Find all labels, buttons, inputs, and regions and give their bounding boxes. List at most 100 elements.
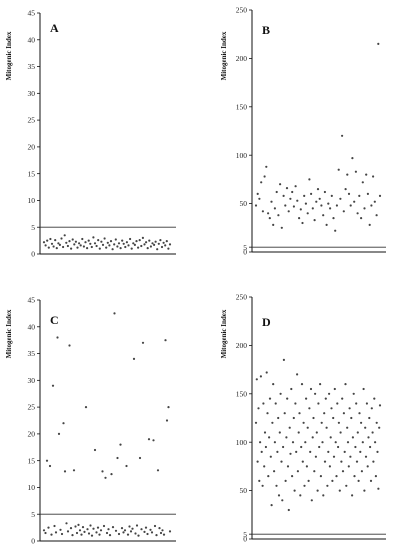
data-point (73, 243, 76, 246)
data-point (154, 240, 157, 243)
data-point (291, 190, 294, 194)
data-point (130, 247, 133, 250)
data-point (122, 531, 125, 534)
data-point (68, 240, 71, 243)
data-point (51, 384, 55, 387)
data-point (351, 436, 354, 439)
data-point (153, 243, 156, 246)
data-point (342, 412, 345, 415)
data-point (306, 212, 309, 215)
data-point (296, 199, 299, 202)
y-axis-label: Mitogenic Index (5, 309, 13, 358)
data-point (256, 460, 259, 463)
y-tick-label: 20 (28, 429, 36, 438)
data-point (324, 397, 327, 400)
data-point (286, 397, 289, 400)
data-point (145, 241, 148, 244)
data-point (82, 245, 85, 248)
y-tick-label: 15 (28, 169, 36, 178)
data-point (277, 494, 281, 497)
data-point (372, 175, 375, 178)
data-point (106, 241, 109, 244)
data-point (167, 247, 170, 250)
data-point (162, 241, 165, 244)
data-point (281, 499, 284, 502)
data-point (129, 530, 133, 533)
data-point (294, 402, 297, 405)
data-point (327, 202, 330, 205)
panel-label: A (50, 21, 59, 35)
y-tick-label: 250 (236, 6, 248, 15)
data-point (44, 531, 47, 535)
data-point (280, 226, 283, 229)
data-point (149, 245, 152, 248)
y-tick-label: 150 (236, 389, 248, 398)
data-point (146, 532, 149, 536)
data-point (86, 528, 89, 531)
data-point (342, 210, 345, 213)
data-point (128, 525, 131, 528)
data-point (42, 241, 46, 244)
data-point (332, 416, 335, 420)
data-point (148, 239, 151, 242)
data-point (62, 422, 65, 425)
data-point (319, 475, 322, 478)
data-point (356, 212, 359, 215)
data-point (378, 194, 382, 197)
data-point (133, 243, 136, 246)
data-point (315, 431, 318, 434)
data-point (84, 241, 87, 244)
data-point (65, 241, 68, 244)
data-point (298, 412, 301, 415)
data-point (138, 239, 141, 242)
data-point (304, 441, 307, 444)
data-point (53, 524, 56, 528)
data-point (278, 431, 281, 434)
y-tick-label: 40 (28, 35, 36, 44)
y-tick-label: 5 (243, 530, 247, 539)
y-tick-label: 100 (236, 151, 248, 160)
data-point (87, 239, 90, 242)
data-point (358, 194, 361, 197)
y-tick-label: 200 (236, 341, 248, 350)
data-point (48, 464, 52, 468)
data-point (273, 441, 276, 444)
data-point (287, 508, 290, 512)
data-point (326, 484, 329, 487)
data-point (351, 494, 354, 497)
data-point (84, 406, 88, 409)
data-point (321, 441, 324, 444)
data-point (282, 358, 285, 361)
data-point (323, 412, 326, 415)
data-point (337, 445, 340, 449)
data-point (153, 524, 157, 528)
data-point (279, 392, 282, 395)
data-point (354, 445, 357, 449)
data-point (303, 194, 306, 197)
data-point (295, 450, 298, 453)
data-point (285, 436, 288, 439)
data-point (46, 239, 49, 242)
data-point (256, 192, 259, 195)
data-point (92, 527, 95, 530)
data-point (293, 489, 296, 492)
y-tick-label: 5 (31, 223, 35, 232)
data-point (345, 484, 348, 487)
data-point (101, 470, 104, 473)
data-point (275, 484, 278, 487)
data-point (339, 431, 342, 434)
data-point (308, 178, 311, 181)
data-point (272, 383, 275, 386)
data-point (349, 204, 352, 207)
data-point (255, 378, 258, 381)
data-point (286, 465, 290, 468)
data-point (373, 200, 376, 203)
data-point (273, 470, 276, 473)
data-point (129, 237, 132, 241)
data-point (370, 407, 373, 410)
data-point (277, 416, 280, 420)
data-point (135, 240, 138, 243)
data-point (79, 244, 82, 247)
data-point (159, 239, 162, 242)
y-axis-label: Mitogenic Index (220, 31, 228, 80)
